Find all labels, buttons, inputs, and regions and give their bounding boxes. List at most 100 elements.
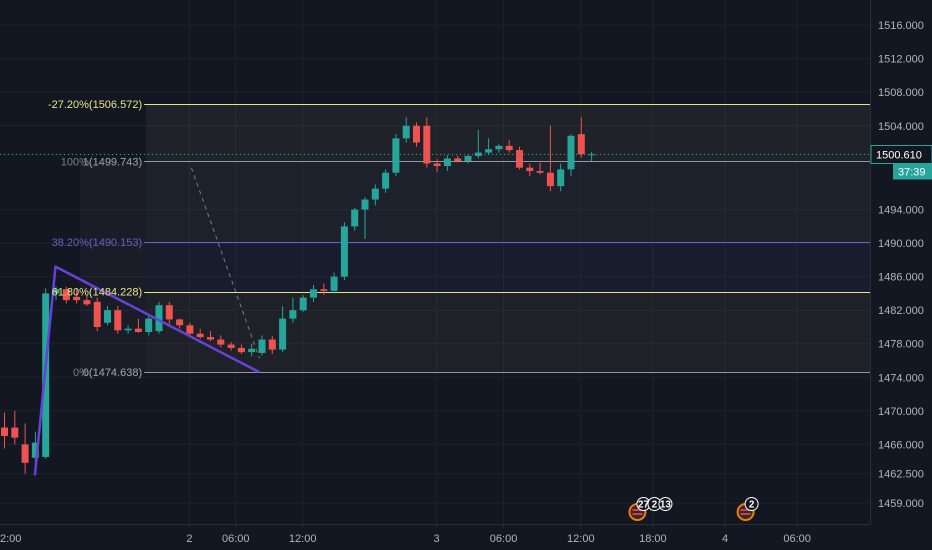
event-count-badge — [658, 497, 673, 511]
candle-body — [546, 172, 554, 187]
price-axis-label: 1494.000 — [878, 205, 924, 217]
fibonacci-zones — [80, 104, 870, 372]
event-count-label: 27 — [638, 500, 650, 511]
fib-zone — [146, 241, 870, 292]
candle-body — [207, 337, 214, 340]
candle-body — [227, 344, 235, 348]
candle-body — [320, 289, 328, 291]
candle-body — [176, 319, 184, 326]
candle-body — [21, 444, 29, 463]
price-axis-label: 1504.000 — [878, 121, 924, 133]
price-axis-label: 1474.000 — [878, 372, 924, 384]
event-count-label: 2 — [652, 500, 658, 511]
candle-body — [310, 289, 317, 298]
candle-body — [485, 149, 493, 153]
candle-body — [299, 297, 307, 311]
candle-body — [495, 145, 503, 150]
candle-body — [11, 427, 19, 438]
fibonacci-levels[interactable] — [144, 104, 870, 373]
price-axis-label: 1516.000 — [878, 20, 924, 32]
dashed-projection-line — [190, 167, 260, 359]
fib-level-label: 38.20%(1490.153) — [52, 237, 143, 249]
candle-body — [124, 328, 132, 331]
candle-body — [196, 333, 204, 338]
candle-body — [392, 138, 400, 173]
current-price-label: 1500.610 — [876, 150, 922, 162]
fib-level-label-overlap: 0%(1474.638) — [73, 367, 142, 379]
zigzag-drawing[interactable] — [33, 265, 261, 476]
candle-body — [165, 305, 173, 320]
candle-body — [1, 427, 8, 436]
time-axis-label: 06:00 — [490, 533, 518, 545]
event-count-badge — [744, 497, 759, 511]
price-axis-label: 1462.500 — [878, 469, 924, 481]
candle-body — [62, 289, 70, 301]
event-badges[interactable]: 27 2 13 2 — [628, 497, 759, 521]
candle-body — [382, 172, 390, 189]
candle-body — [340, 226, 348, 277]
time-axis-label: 4 — [722, 533, 728, 545]
candle-body — [248, 348, 256, 353]
candle-body — [464, 155, 472, 161]
time-axis-label: 18:00 — [639, 533, 667, 545]
candle-body — [536, 171, 544, 173]
fib-level-label: -27.20%(1506.572) — [48, 99, 142, 111]
candle-body — [505, 145, 513, 151]
price-axis[interactable]: 1459.000 1462.500 1466.000 1470.000 1474.000… — [878, 20, 924, 510]
candle-body — [237, 347, 245, 353]
candle-body — [526, 167, 534, 172]
candle-body — [186, 325, 194, 334]
candle-body — [268, 339, 276, 350]
candle-body — [557, 169, 565, 187]
countdown-label: 37:39 — [898, 167, 926, 179]
candle-body — [217, 339, 225, 345]
candle-body — [577, 134, 585, 155]
candle-body — [330, 276, 338, 291]
candle-body — [371, 188, 379, 200]
candle-body — [114, 310, 122, 331]
flag-stripe — [632, 513, 643, 515]
time-axis-label: 3 — [434, 533, 440, 545]
price-axis-label: 1459.000 — [878, 498, 924, 510]
candle-body — [73, 296, 81, 301]
price-axis-label: 1470.000 — [878, 406, 924, 418]
candle-body — [134, 328, 142, 333]
candle-body — [443, 158, 451, 167]
time-axis-label: 2 — [186, 533, 192, 545]
time-axis-label: 06:00 — [783, 533, 811, 545]
fib-level-label-overlap: 100%(1499.743) — [61, 156, 142, 168]
time-axis-label: 2:00 — [0, 533, 21, 545]
event-count-label: 2 — [749, 500, 755, 511]
candle-body — [351, 209, 359, 227]
candle-body — [474, 152, 482, 156]
fib-level-label: 61.80%(1484.228) — [52, 287, 143, 299]
candle-body — [567, 135, 575, 170]
candle-body — [289, 310, 297, 319]
projection-dash — [190, 167, 260, 359]
time-axis-label: 06:00 — [222, 533, 250, 545]
time-axis-label: 12:00 — [567, 533, 595, 545]
fib-level-label: 1(1499.743) — [83, 156, 142, 168]
time-axis-label: 12:00 — [289, 533, 317, 545]
fib-zone — [146, 291, 870, 372]
candle-body — [258, 339, 266, 353]
flag-stripe — [632, 509, 643, 511]
current-price-marker: 1500.610 37:39 — [0, 145, 932, 180]
price-axis-label: 1482.000 — [878, 305, 924, 317]
candle-body — [279, 318, 287, 350]
time-axis[interactable]: 2:00 2 06:00 12:00 3 06:00 12:00 18:00 4 06:00 — [0, 524, 811, 545]
countdown-tag — [893, 163, 932, 180]
candle-body — [402, 125, 410, 139]
candle-body — [433, 163, 441, 167]
candle-body — [31, 442, 39, 458]
candle-body — [145, 318, 153, 333]
candle-body — [104, 310, 111, 323]
fib-zone-left — [80, 161, 147, 372]
candle-body — [83, 300, 91, 305]
fib-level-label: 0(1474.638) — [83, 367, 142, 379]
candle-body — [423, 125, 431, 164]
candle-body — [93, 301, 101, 327]
candle-body — [52, 289, 60, 294]
